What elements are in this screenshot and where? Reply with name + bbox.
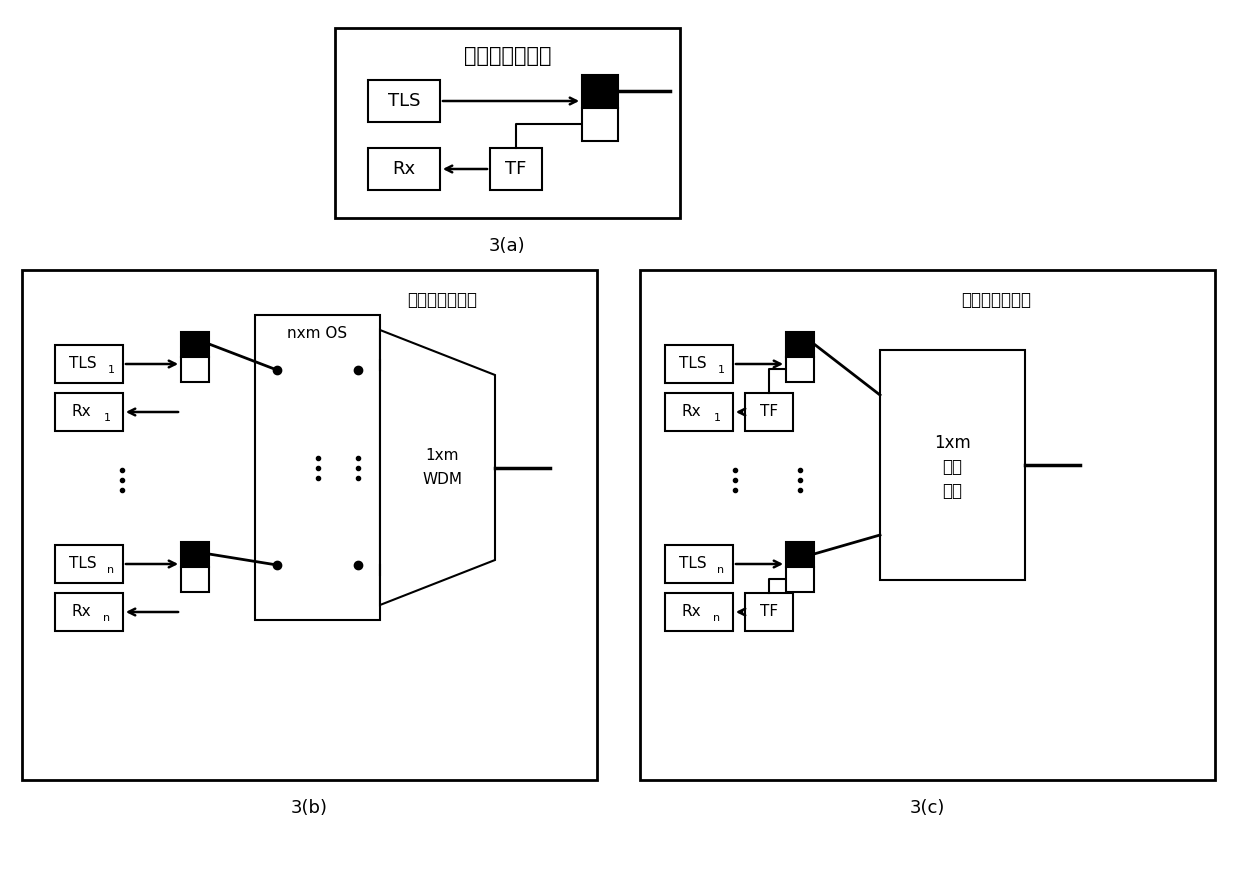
Bar <box>181 542 210 567</box>
Bar <box>786 542 813 567</box>
Bar <box>55 593 123 631</box>
Bar <box>665 345 733 383</box>
Text: 3(a): 3(a) <box>490 237 526 255</box>
Polygon shape <box>379 330 495 605</box>
Text: n: n <box>718 565 724 575</box>
Text: TLS: TLS <box>69 556 97 571</box>
Text: 光耦: 光耦 <box>942 458 962 476</box>
Text: Rx: Rx <box>71 404 91 419</box>
Bar <box>786 357 813 382</box>
Text: 备用光收发模块: 备用光收发模块 <box>407 291 476 309</box>
Text: WDM: WDM <box>423 472 463 487</box>
Text: 1: 1 <box>713 413 720 423</box>
Bar <box>255 315 379 620</box>
Text: 备用光收发模块: 备用光收发模块 <box>961 291 1032 309</box>
Bar <box>181 332 210 357</box>
Bar <box>368 80 440 122</box>
Bar <box>745 593 794 631</box>
Bar <box>880 350 1025 580</box>
Bar <box>745 393 794 431</box>
Text: 1xm: 1xm <box>934 434 971 452</box>
Text: 1: 1 <box>103 413 110 423</box>
Text: TF: TF <box>760 605 777 620</box>
Bar <box>55 393 123 431</box>
Text: 1: 1 <box>718 365 724 375</box>
Text: 1: 1 <box>108 365 114 375</box>
Text: n: n <box>108 565 114 575</box>
Bar <box>665 393 733 431</box>
Bar <box>181 357 210 382</box>
Bar <box>640 270 1215 780</box>
Text: 3(b): 3(b) <box>291 799 329 817</box>
Bar <box>490 148 542 190</box>
Text: 3(c): 3(c) <box>910 799 945 817</box>
Text: 1xm: 1xm <box>425 448 459 463</box>
Bar <box>665 593 733 631</box>
Text: n: n <box>103 613 110 623</box>
Text: TF: TF <box>506 160 527 178</box>
Bar <box>22 270 596 780</box>
Bar <box>786 567 813 592</box>
Bar <box>786 332 813 357</box>
Text: TF: TF <box>760 404 777 419</box>
Text: TLS: TLS <box>69 357 97 372</box>
Bar <box>665 545 733 583</box>
Bar <box>582 108 618 141</box>
Text: Rx: Rx <box>71 605 91 620</box>
Bar <box>582 75 618 108</box>
Text: Rx: Rx <box>681 404 701 419</box>
Text: TLS: TLS <box>680 556 707 571</box>
Text: Rx: Rx <box>681 605 701 620</box>
Bar <box>181 567 210 592</box>
Text: nxm OS: nxm OS <box>288 326 347 341</box>
Bar <box>55 545 123 583</box>
Bar <box>368 148 440 190</box>
Text: n: n <box>713 613 720 623</box>
Bar <box>55 345 123 383</box>
Text: Rx: Rx <box>392 160 415 178</box>
Text: TLS: TLS <box>680 357 707 372</box>
Bar <box>335 28 680 218</box>
Text: 备用光收发模块: 备用光收发模块 <box>464 46 552 66</box>
Text: 合器: 合器 <box>942 482 962 500</box>
Text: TLS: TLS <box>388 92 420 110</box>
